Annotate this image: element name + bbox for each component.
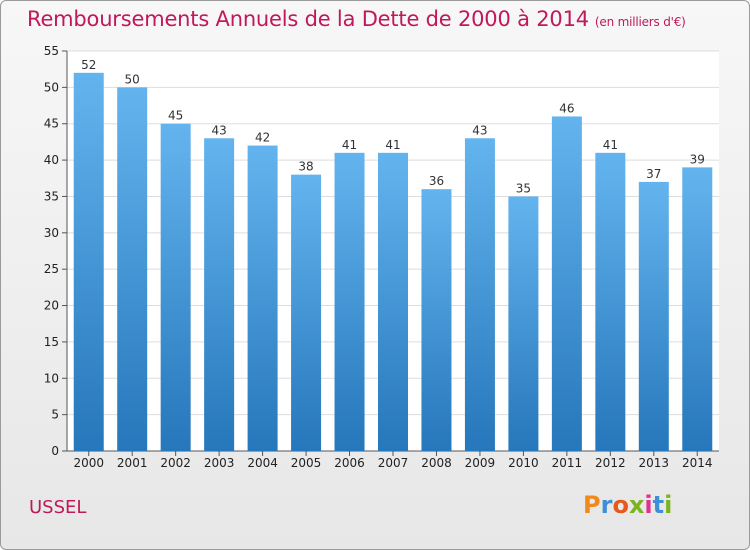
y-tick-label: 5: [51, 408, 59, 422]
bar: [117, 87, 148, 451]
x-tick-label: 2014: [682, 456, 713, 470]
bar-value-label: 38: [298, 160, 313, 174]
proxiti-logo: Proxiti: [583, 491, 672, 519]
logo-letter: i: [644, 491, 653, 519]
y-tick-label: 0: [51, 444, 59, 458]
bar-value-label: 41: [342, 138, 357, 152]
x-tick-label: 2001: [117, 456, 148, 470]
bar-value-label: 50: [125, 72, 140, 86]
y-tick-label: 55: [44, 44, 59, 58]
x-tick-label: 2009: [465, 456, 496, 470]
chart-title: Remboursements Annuels de la Dette de 20…: [27, 7, 686, 31]
x-tick-label: 2006: [334, 456, 365, 470]
bar: [334, 152, 365, 451]
bar: [204, 138, 235, 452]
bar-value-label: 52: [81, 58, 96, 72]
bar-value-label: 42: [255, 131, 270, 145]
bar-value-label: 39: [690, 152, 705, 166]
bar: [508, 196, 539, 451]
chart-title-text: Remboursements Annuels de la Dette de 20…: [27, 7, 589, 31]
x-tick-label: 2007: [378, 456, 409, 470]
y-tick-label: 35: [44, 189, 59, 203]
y-tick-label: 20: [44, 299, 59, 313]
bar-value-label: 46: [559, 101, 574, 115]
y-tick-label: 15: [44, 335, 59, 349]
y-tick-label: 45: [44, 117, 59, 131]
logo-letter: o: [612, 491, 629, 519]
x-tick-label: 2011: [552, 456, 583, 470]
x-tick-label: 2008: [421, 456, 452, 470]
bar: [247, 145, 278, 451]
x-tick-label: 2010: [508, 456, 539, 470]
x-tick-label: 2013: [639, 456, 670, 470]
bar-value-label: 43: [211, 123, 226, 137]
y-tick-label: 30: [44, 226, 59, 240]
x-tick-label: 2002: [160, 456, 191, 470]
x-tick-label: 2003: [204, 456, 235, 470]
logo-letter: x: [628, 491, 645, 519]
bar: [160, 123, 191, 452]
bar: [378, 152, 408, 451]
y-tick-label: 40: [44, 153, 59, 167]
bar: [464, 138, 495, 452]
bar-value-label: 41: [385, 138, 400, 152]
y-tick-label: 25: [44, 262, 59, 276]
bar: [638, 181, 669, 451]
logo-letter: P: [583, 491, 601, 519]
bar-value-label: 37: [646, 167, 661, 181]
bar: [551, 116, 582, 452]
bar: [291, 174, 322, 452]
bar-value-label: 43: [472, 123, 487, 137]
x-tick-label: 2004: [247, 456, 278, 470]
bar-value-label: 41: [603, 138, 618, 152]
bar-value-label: 36: [429, 174, 444, 188]
bar: [682, 167, 713, 451]
chart-unit: (en milliers d'€): [594, 15, 686, 29]
bar: [421, 189, 452, 451]
city-name: USSEL: [29, 497, 87, 518]
y-tick-label: 10: [44, 371, 59, 385]
logo-letter: r: [600, 491, 613, 519]
bar-value-label: 45: [168, 109, 183, 123]
y-tick-label: 50: [44, 80, 59, 94]
bar: [595, 152, 626, 451]
bar-value-label: 35: [516, 181, 531, 195]
x-tick-label: 2005: [291, 456, 322, 470]
logo-letter: t: [652, 491, 665, 519]
x-tick-label: 2012: [595, 456, 626, 470]
x-tick-label: 2000: [73, 456, 104, 470]
logo-letter: i: [664, 491, 673, 519]
bar: [73, 72, 104, 452]
